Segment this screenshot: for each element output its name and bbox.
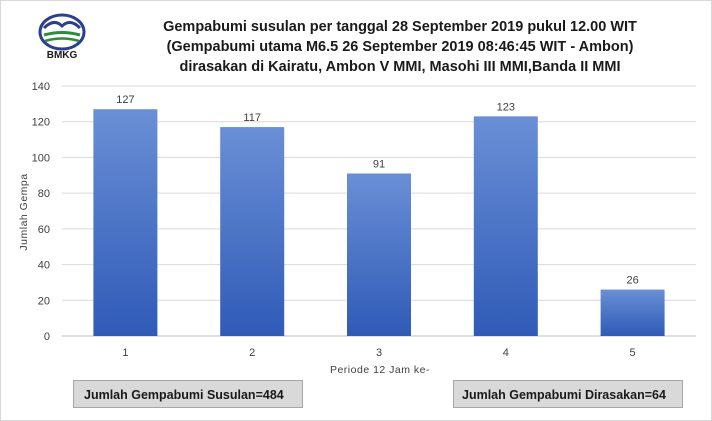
- bar: [220, 127, 285, 336]
- bmkg-logo-icon: [38, 13, 86, 51]
- x-tick-label: 3: [376, 347, 382, 359]
- logo-text: BMKG: [46, 50, 78, 61]
- y-tick-label: 100: [32, 152, 50, 164]
- y-tick-label: 80: [38, 188, 50, 200]
- y-tick-label: 40: [38, 260, 50, 272]
- data-label: 26: [626, 275, 638, 287]
- y-tick-label: 140: [32, 81, 50, 93]
- total-felt-box: Jumlah Gempabumi Dirasakan=64: [453, 380, 683, 408]
- data-label: 123: [497, 101, 515, 113]
- bars: [93, 109, 665, 336]
- data-label: 91: [373, 159, 385, 171]
- x-tick-label: 5: [630, 347, 636, 359]
- x-axis-ticks: 1 2 3 4 5: [122, 347, 635, 359]
- y-tick-label: 120: [32, 117, 50, 129]
- data-labels: 127 117 91 123 26: [116, 94, 639, 286]
- title-line-1: Gempabumi susulan per tanggal 28 Septemb…: [163, 19, 637, 35]
- y-axis-label: Jumlah Gempa: [18, 173, 30, 250]
- x-tick-label: 2: [249, 347, 255, 359]
- y-axis-ticks: 0 20 40 60 80 100 120 140: [32, 81, 50, 343]
- chart-title: Gempabumi susulan per tanggal 28 Septemb…: [140, 17, 660, 77]
- bar: [93, 109, 158, 336]
- data-label: 127: [116, 94, 134, 106]
- data-label: 117: [243, 112, 261, 124]
- x-tick-label: 4: [503, 347, 509, 359]
- title-line-2: (Gempabumi utama M6.5 26 September 2019 …: [166, 39, 634, 55]
- bar: [347, 173, 411, 336]
- total-aftershocks-box: Jumlah Gempabumi Susulan=484: [73, 380, 303, 408]
- y-tick-label: 60: [38, 224, 50, 236]
- x-axis-label: Periode 12 Jam ke-: [330, 364, 430, 376]
- x-tick-label: 1: [122, 347, 128, 359]
- title-line-3: dirasakan di Kairatu, Ambon V MMI, Masoh…: [179, 59, 621, 75]
- bar: [473, 116, 538, 336]
- y-tick-label: 20: [38, 295, 50, 307]
- bar: [600, 289, 665, 336]
- y-tick-label: 0: [44, 331, 50, 343]
